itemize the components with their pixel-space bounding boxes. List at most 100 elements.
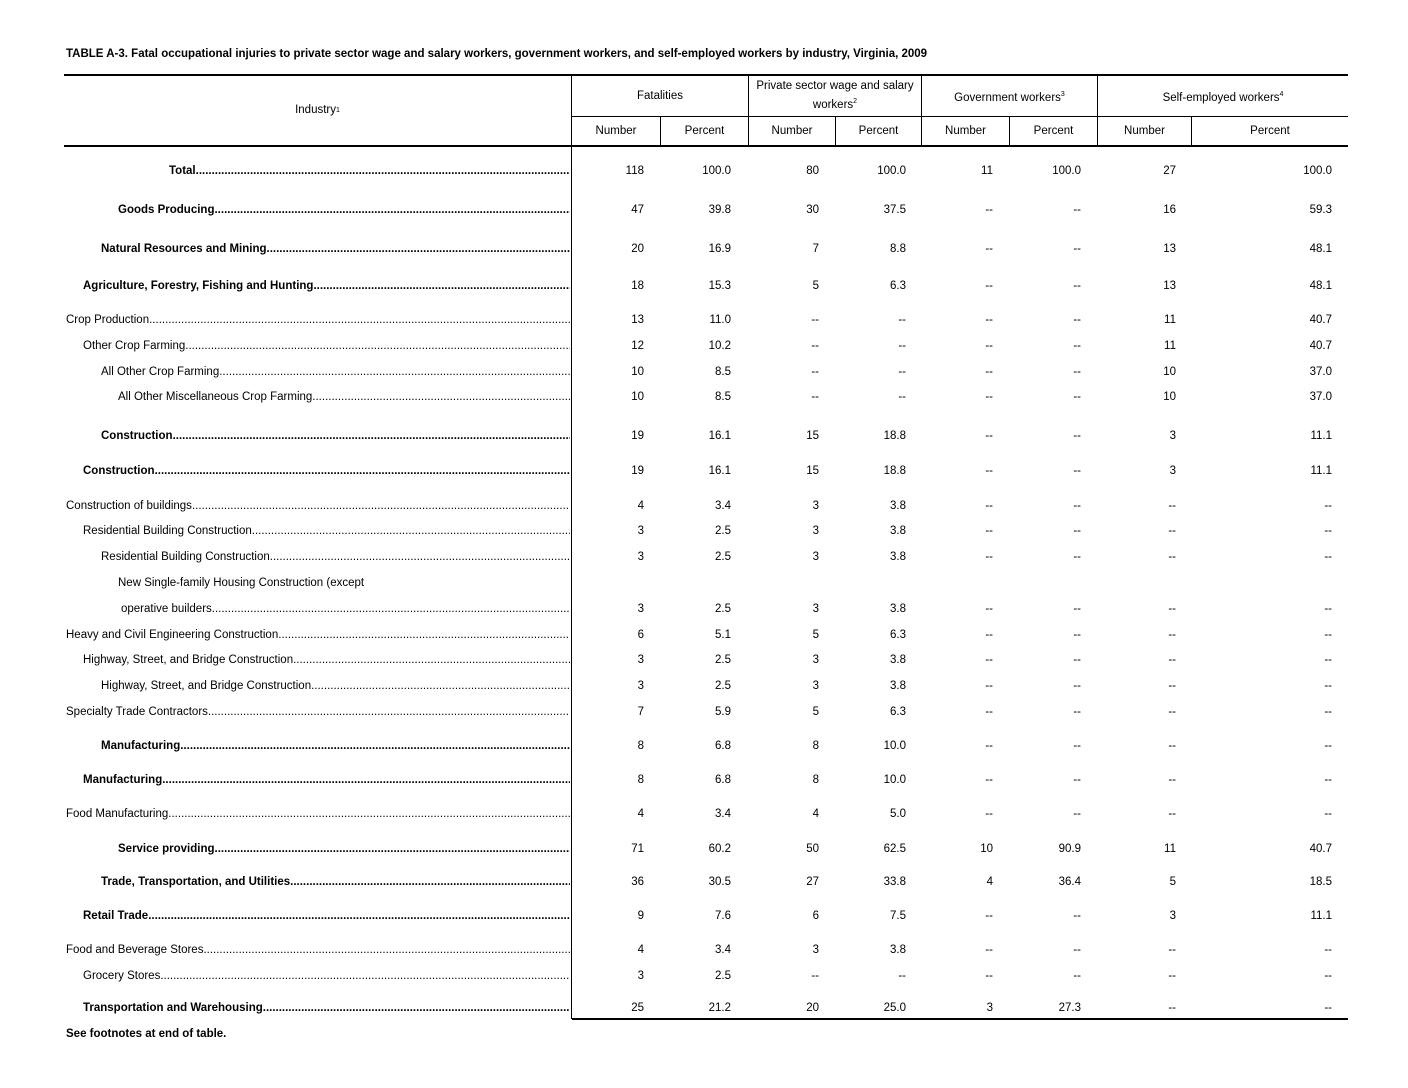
percent-cell: 11.0 xyxy=(709,314,731,326)
number-cell: 10 xyxy=(980,843,993,855)
table-row: Construction 19 16.1 15 18.8 -- -- 3 11.1 xyxy=(0,462,1408,480)
number-cell: 3 xyxy=(1169,430,1176,442)
industry-label: Highway, Street, and Bridge Construction xyxy=(101,677,570,695)
percent-cell: -- xyxy=(1324,551,1332,563)
rule-v xyxy=(1009,116,1010,146)
percent-cell: 8.5 xyxy=(715,391,731,403)
percent-cell: -- xyxy=(1073,243,1081,255)
rule-v xyxy=(748,75,749,146)
number-cell: -- xyxy=(1168,629,1176,641)
percent-cell: 90.9 xyxy=(1058,843,1081,855)
table-row: Manufacturing 8 6.8 8 10.0 -- -- -- -- xyxy=(0,771,1408,789)
percent-cell: 3.8 xyxy=(890,654,906,666)
percent-cell: -- xyxy=(1324,603,1332,615)
number-cell: -- xyxy=(985,740,993,752)
subheader-number: Number xyxy=(945,124,986,137)
number-cell: 3 xyxy=(812,551,819,563)
industry-name: New Single-family Housing Construction (… xyxy=(118,577,365,589)
number-cell: 20 xyxy=(806,1002,819,1014)
industry-label: Total xyxy=(169,162,570,180)
number-cell: 18 xyxy=(631,280,644,292)
industry-name: Specialty Trade Contractors xyxy=(66,706,208,718)
number-cell: 4 xyxy=(637,500,644,512)
percent-cell: -- xyxy=(1073,603,1081,615)
rule-bottom xyxy=(572,1018,1348,1020)
percent-cell: 5.9 xyxy=(715,706,731,718)
percent-cell: 3.8 xyxy=(890,500,906,512)
number-cell: 16 xyxy=(1163,204,1176,216)
number-cell: -- xyxy=(1168,970,1176,982)
industry-name: Grocery Stores xyxy=(83,970,161,982)
number-cell: 9 xyxy=(637,910,644,922)
percent-cell: -- xyxy=(898,314,906,326)
percent-cell: 11.1 xyxy=(1310,910,1332,922)
number-cell: 11 xyxy=(981,165,993,177)
number-cell: 47 xyxy=(631,204,644,216)
number-cell: 36 xyxy=(631,876,644,888)
number-cell: 13 xyxy=(1163,243,1176,255)
footnote-ref: 3 xyxy=(1060,90,1065,98)
number-cell: -- xyxy=(985,525,993,537)
number-cell: 3 xyxy=(637,525,644,537)
table-row: Highway, Street, and Bridge Construction… xyxy=(0,651,1408,669)
number-cell: -- xyxy=(1168,740,1176,752)
number-cell: 5 xyxy=(812,629,819,641)
percent-cell: -- xyxy=(898,366,906,378)
table-row: Grocery Stores 3 2.5 -- -- -- -- -- -- xyxy=(0,967,1408,985)
percent-cell: 10.2 xyxy=(708,340,731,352)
number-cell: 3 xyxy=(812,680,819,692)
industry-name: Residential Building Construction xyxy=(83,525,252,537)
footnote-ref: 1 xyxy=(336,107,340,114)
number-cell: 15 xyxy=(806,430,819,442)
number-cell: -- xyxy=(1168,774,1176,786)
percent-cell: 39.8 xyxy=(708,204,731,216)
percent-cell: 27.3 xyxy=(1058,1002,1081,1014)
percent-cell: 8.5 xyxy=(715,366,731,378)
number-cell: 15 xyxy=(806,465,819,477)
percent-cell: -- xyxy=(1324,740,1332,752)
subheader-number: Number xyxy=(595,124,637,137)
industry-label: Residential Building Construction xyxy=(101,548,570,566)
footnote-note: See footnotes at end of table. xyxy=(66,1028,227,1040)
table-row: Highway, Street, and Bridge Construction… xyxy=(0,677,1408,695)
industry-label: All Other Miscellaneous Crop Farming xyxy=(118,388,570,406)
industry-label: Other Crop Farming xyxy=(83,337,570,355)
industry-label: Construction of buildings xyxy=(66,497,570,515)
industry-name: Residential Building Construction xyxy=(101,551,270,563)
percent-cell: 48.1 xyxy=(1309,280,1332,292)
percent-cell: 59.3 xyxy=(1309,204,1332,216)
number-cell: 5 xyxy=(1169,876,1176,888)
number-cell: -- xyxy=(1168,500,1176,512)
percent-cell: -- xyxy=(1324,706,1332,718)
industry-label: Food Manufacturing xyxy=(66,805,570,823)
industry-name: All Other Crop Farming xyxy=(101,366,220,378)
number-cell: -- xyxy=(811,366,819,378)
industry-label: Heavy and Civil Engineering Construction xyxy=(66,626,570,644)
subheader-number: Number xyxy=(771,124,813,137)
number-cell: 4 xyxy=(637,808,644,820)
percent-cell: 10.0 xyxy=(883,740,906,752)
number-cell: 25 xyxy=(631,1002,644,1014)
percent-cell: 5.0 xyxy=(890,808,906,820)
subheader-percent: Percent xyxy=(1250,124,1290,137)
percent-cell: -- xyxy=(1073,340,1081,352)
number-cell: 5 xyxy=(812,280,819,292)
number-cell: 3 xyxy=(986,1002,993,1014)
number-cell: -- xyxy=(985,603,993,615)
industry-name: Highway, Street, and Bridge Construction xyxy=(83,654,294,666)
percent-cell: -- xyxy=(1073,910,1081,922)
percent-cell: -- xyxy=(1073,680,1081,692)
number-cell: -- xyxy=(985,430,993,442)
number-cell: 4 xyxy=(637,944,644,956)
number-cell: 3 xyxy=(812,944,819,956)
number-cell: -- xyxy=(985,204,993,216)
number-cell: -- xyxy=(985,465,993,477)
industry-label: Transportation and Warehousing xyxy=(83,999,570,1017)
industry-label: Crop Production xyxy=(66,311,570,329)
percent-cell: -- xyxy=(1324,654,1332,666)
industry-name: Natural Resources and Mining xyxy=(101,243,267,255)
table-row: Crop Production 13 11.0 -- -- -- -- 11 40.7 xyxy=(0,311,1408,329)
percent-cell: 40.7 xyxy=(1309,340,1332,352)
percent-cell: 18.8 xyxy=(883,430,906,442)
percent-cell: 60.2 xyxy=(708,843,731,855)
